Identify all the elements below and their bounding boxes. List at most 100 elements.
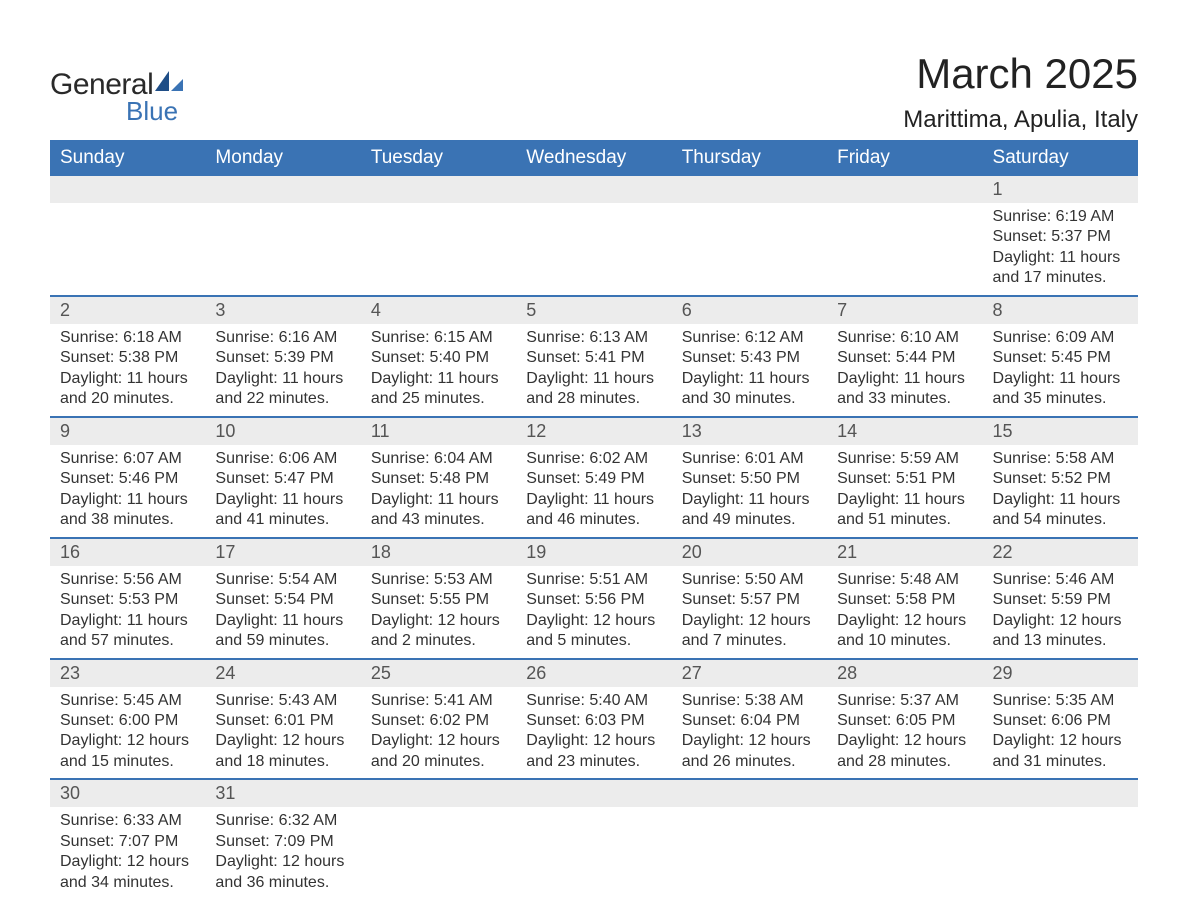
day-details (672, 203, 827, 296)
day-number: 24 (205, 659, 360, 687)
weekday-header: Tuesday (361, 140, 516, 176)
logo: General Blue (50, 68, 185, 127)
day-details: Sunrise: 5:50 AMSunset: 5:57 PMDaylight:… (672, 566, 827, 659)
day-details: Sunrise: 6:18 AMSunset: 5:38 PMDaylight:… (50, 324, 205, 417)
day-details: Sunrise: 5:45 AMSunset: 6:00 PMDaylight:… (50, 687, 205, 780)
day-details (516, 807, 671, 899)
day-number: 18 (361, 538, 516, 566)
day-number: 5 (516, 296, 671, 324)
day-number: 14 (827, 417, 982, 445)
day-number: 29 (983, 659, 1138, 687)
day-number (827, 176, 982, 203)
day-number: 27 (672, 659, 827, 687)
day-number (516, 176, 671, 203)
day-details (983, 807, 1138, 899)
detail-row: Sunrise: 5:45 AMSunset: 6:00 PMDaylight:… (50, 687, 1138, 780)
day-details: Sunrise: 5:38 AMSunset: 6:04 PMDaylight:… (672, 687, 827, 780)
day-number (672, 779, 827, 807)
calendar-table: Sunday Monday Tuesday Wednesday Thursday… (50, 140, 1138, 899)
daynum-row: 9101112131415 (50, 417, 1138, 445)
day-details: Sunrise: 6:13 AMSunset: 5:41 PMDaylight:… (516, 324, 671, 417)
day-number: 22 (983, 538, 1138, 566)
day-number (361, 779, 516, 807)
day-details: Sunrise: 6:01 AMSunset: 5:50 PMDaylight:… (672, 445, 827, 538)
day-number: 31 (205, 779, 360, 807)
day-number: 26 (516, 659, 671, 687)
day-details: Sunrise: 6:10 AMSunset: 5:44 PMDaylight:… (827, 324, 982, 417)
day-details: Sunrise: 5:58 AMSunset: 5:52 PMDaylight:… (983, 445, 1138, 538)
detail-row: Sunrise: 5:56 AMSunset: 5:53 PMDaylight:… (50, 566, 1138, 659)
day-details: Sunrise: 5:51 AMSunset: 5:56 PMDaylight:… (516, 566, 671, 659)
detail-row: Sunrise: 6:07 AMSunset: 5:46 PMDaylight:… (50, 445, 1138, 538)
weekday-header: Saturday (983, 140, 1138, 176)
day-number: 2 (50, 296, 205, 324)
weekday-header: Friday (827, 140, 982, 176)
day-details: Sunrise: 5:40 AMSunset: 6:03 PMDaylight:… (516, 687, 671, 780)
day-details (361, 203, 516, 296)
day-details: Sunrise: 6:06 AMSunset: 5:47 PMDaylight:… (205, 445, 360, 538)
detail-row: Sunrise: 6:33 AMSunset: 7:07 PMDaylight:… (50, 807, 1138, 899)
daynum-row: 3031 (50, 779, 1138, 807)
day-number (205, 176, 360, 203)
daynum-row: 1 (50, 176, 1138, 203)
day-number: 17 (205, 538, 360, 566)
day-details (827, 807, 982, 899)
day-details: Sunrise: 5:46 AMSunset: 5:59 PMDaylight:… (983, 566, 1138, 659)
day-details (516, 203, 671, 296)
location: Marittima, Apulia, Italy (903, 106, 1138, 134)
weekday-header: Wednesday (516, 140, 671, 176)
day-details: Sunrise: 6:12 AMSunset: 5:43 PMDaylight:… (672, 324, 827, 417)
day-details (361, 807, 516, 899)
weekday-header-row: Sunday Monday Tuesday Wednesday Thursday… (50, 140, 1138, 176)
day-details (50, 203, 205, 296)
day-number: 23 (50, 659, 205, 687)
day-details: Sunrise: 5:59 AMSunset: 5:51 PMDaylight:… (827, 445, 982, 538)
day-number: 28 (827, 659, 982, 687)
day-number: 13 (672, 417, 827, 445)
day-number: 25 (361, 659, 516, 687)
logo-text-blue: Blue (126, 96, 178, 127)
day-details: Sunrise: 5:56 AMSunset: 5:53 PMDaylight:… (50, 566, 205, 659)
day-number (50, 176, 205, 203)
day-details: Sunrise: 5:35 AMSunset: 6:06 PMDaylight:… (983, 687, 1138, 780)
daynum-row: 16171819202122 (50, 538, 1138, 566)
day-details: Sunrise: 6:09 AMSunset: 5:45 PMDaylight:… (983, 324, 1138, 417)
weekday-header: Thursday (672, 140, 827, 176)
detail-row: Sunrise: 6:18 AMSunset: 5:38 PMDaylight:… (50, 324, 1138, 417)
weekday-header: Sunday (50, 140, 205, 176)
detail-row: Sunrise: 6:19 AMSunset: 5:37 PMDaylight:… (50, 203, 1138, 296)
day-details: Sunrise: 6:19 AMSunset: 5:37 PMDaylight:… (983, 203, 1138, 296)
day-number: 21 (827, 538, 982, 566)
title-block: March 2025 Marittima, Apulia, Italy (903, 50, 1138, 134)
day-details: Sunrise: 6:16 AMSunset: 5:39 PMDaylight:… (205, 324, 360, 417)
day-number: 3 (205, 296, 360, 324)
day-details: Sunrise: 6:07 AMSunset: 5:46 PMDaylight:… (50, 445, 205, 538)
day-number (983, 779, 1138, 807)
day-number: 7 (827, 296, 982, 324)
day-details: Sunrise: 6:02 AMSunset: 5:49 PMDaylight:… (516, 445, 671, 538)
day-number (361, 176, 516, 203)
day-details: Sunrise: 5:43 AMSunset: 6:01 PMDaylight:… (205, 687, 360, 780)
day-number: 20 (672, 538, 827, 566)
day-number: 19 (516, 538, 671, 566)
day-number: 11 (361, 417, 516, 445)
day-details: Sunrise: 6:04 AMSunset: 5:48 PMDaylight:… (361, 445, 516, 538)
day-number (672, 176, 827, 203)
daynum-row: 23242526272829 (50, 659, 1138, 687)
header: General Blue March 2025 Marittima, Apuli… (50, 50, 1138, 134)
day-number (516, 779, 671, 807)
day-number: 16 (50, 538, 205, 566)
month-title: March 2025 (903, 50, 1138, 98)
daynum-row: 2345678 (50, 296, 1138, 324)
day-details: Sunrise: 6:15 AMSunset: 5:40 PMDaylight:… (361, 324, 516, 417)
day-number: 30 (50, 779, 205, 807)
day-number: 4 (361, 296, 516, 324)
day-number: 8 (983, 296, 1138, 324)
day-details: Sunrise: 5:53 AMSunset: 5:55 PMDaylight:… (361, 566, 516, 659)
day-number (827, 779, 982, 807)
day-details: Sunrise: 5:54 AMSunset: 5:54 PMDaylight:… (205, 566, 360, 659)
day-number: 6 (672, 296, 827, 324)
day-number: 9 (50, 417, 205, 445)
day-details (205, 203, 360, 296)
day-details: Sunrise: 5:41 AMSunset: 6:02 PMDaylight:… (361, 687, 516, 780)
